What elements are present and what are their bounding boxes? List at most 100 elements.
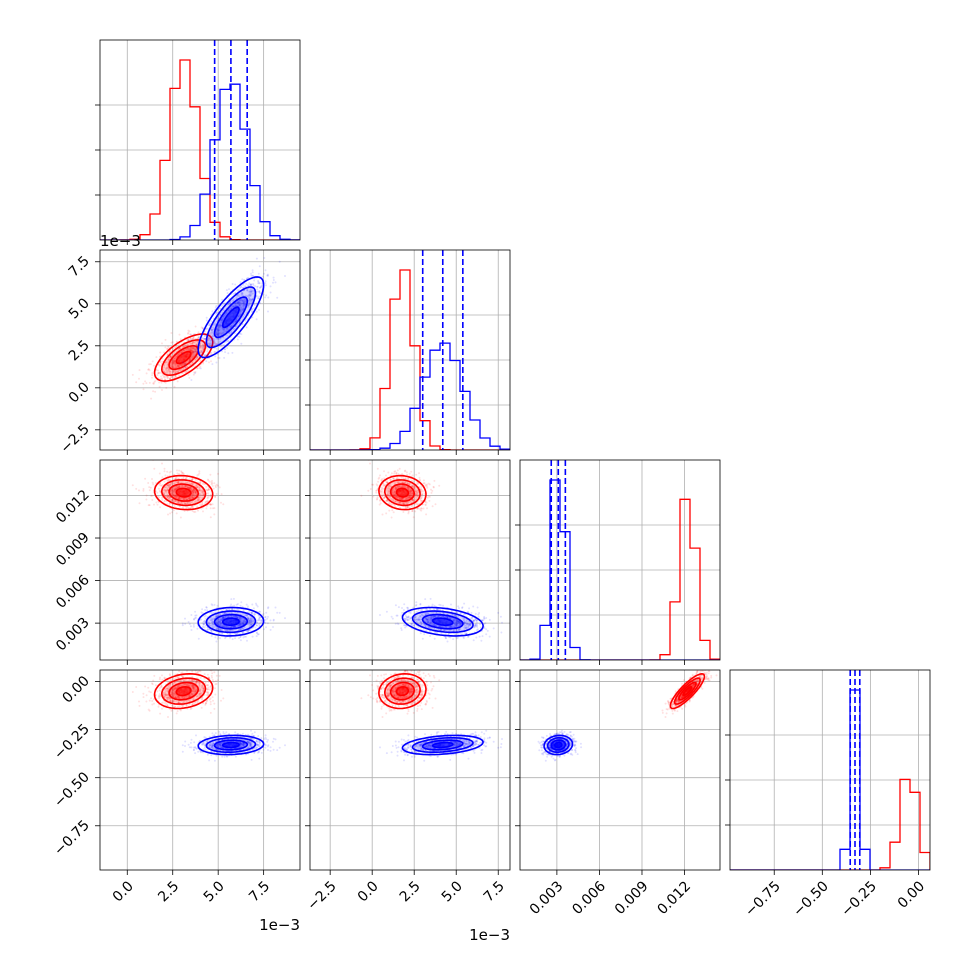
sample-point <box>213 482 216 485</box>
sample-point <box>173 362 175 365</box>
sample-point <box>176 364 179 367</box>
sample-point <box>175 371 178 374</box>
sample-point <box>392 511 395 514</box>
sample-point <box>179 338 182 341</box>
sample-point <box>172 361 175 364</box>
sample-point <box>200 351 203 354</box>
sample-point <box>188 359 191 362</box>
sample-point <box>199 345 202 348</box>
sample-point <box>375 491 378 494</box>
sample-point <box>172 370 175 373</box>
sample-point <box>135 381 138 384</box>
sample-point <box>431 603 434 606</box>
sample-point <box>403 470 406 473</box>
sample-point <box>171 366 174 369</box>
sample-point <box>181 624 184 627</box>
sample-point <box>265 294 268 297</box>
sample-point <box>216 484 219 487</box>
sample-point <box>177 365 180 367</box>
sample-point <box>477 615 480 618</box>
sample-point <box>221 298 224 301</box>
sample-point <box>192 350 195 353</box>
sample-point <box>135 487 138 490</box>
sample-point <box>194 372 197 375</box>
sample-point <box>158 371 161 374</box>
sample-point <box>161 389 163 391</box>
sample-point <box>205 346 208 349</box>
sample-point <box>157 372 160 375</box>
sample-point <box>171 363 174 365</box>
sample-point <box>187 329 190 332</box>
sample-point <box>179 352 182 354</box>
sample-point <box>184 366 186 369</box>
sample-point <box>189 363 192 366</box>
sample-point <box>387 471 390 474</box>
sample-point <box>196 355 199 358</box>
sample-point <box>205 507 208 510</box>
sample-point <box>183 363 186 365</box>
sample-point <box>181 352 184 355</box>
sample-point <box>264 280 267 283</box>
sample-point <box>171 371 174 374</box>
sample-point <box>168 377 171 380</box>
sample-point <box>202 345 205 348</box>
sample-point <box>202 345 204 348</box>
sample-point <box>182 368 185 370</box>
sample-point <box>187 621 190 623</box>
sample-point <box>218 325 221 328</box>
sample-point <box>196 343 198 346</box>
sample-point <box>189 337 192 340</box>
sample-point <box>197 473 200 476</box>
sample-point <box>269 285 272 288</box>
sample-point <box>205 360 208 363</box>
sample-point <box>269 628 272 631</box>
sample-point <box>232 597 235 600</box>
sample-point <box>212 487 215 490</box>
sample-point <box>197 637 200 640</box>
sample-point <box>178 364 181 367</box>
sample-point <box>196 356 199 359</box>
sample-point <box>208 337 210 340</box>
sample-point <box>189 347 191 350</box>
sample-point <box>426 507 428 510</box>
sample-point <box>224 351 227 354</box>
sample-point <box>472 639 475 642</box>
sample-point <box>192 333 195 336</box>
sample-point <box>247 605 249 608</box>
sample-point <box>191 349 193 352</box>
sample-point <box>194 350 197 353</box>
sample-point <box>194 610 197 613</box>
sample-point <box>189 348 192 351</box>
sample-point <box>220 501 222 504</box>
sample-point <box>191 355 194 358</box>
sample-point <box>227 352 230 355</box>
sample-point <box>176 469 178 472</box>
sample-point <box>174 357 177 360</box>
sample-point <box>147 504 150 507</box>
sample-point <box>142 489 145 492</box>
sample-point <box>194 371 197 373</box>
sample-point <box>192 352 195 355</box>
sample-point <box>164 474 167 477</box>
sample-point <box>172 509 175 512</box>
sample-point <box>176 380 179 383</box>
sample-point <box>188 330 191 333</box>
sample-point <box>422 479 425 482</box>
sample-point <box>167 358 170 360</box>
sample-point <box>251 269 254 272</box>
sample-point <box>189 349 192 352</box>
sample-point <box>183 345 186 348</box>
sample-point <box>181 361 184 364</box>
sample-point <box>138 369 141 372</box>
sample-point <box>195 343 198 346</box>
sample-point <box>190 614 193 616</box>
sample-point <box>169 356 172 358</box>
sample-point <box>158 381 161 384</box>
sample-point <box>158 472 161 475</box>
sample-point <box>380 479 383 482</box>
sample-point <box>214 355 217 358</box>
sample-point <box>178 469 181 472</box>
sample-point <box>138 377 140 380</box>
sample-point <box>164 371 167 374</box>
sample-point <box>184 361 187 364</box>
